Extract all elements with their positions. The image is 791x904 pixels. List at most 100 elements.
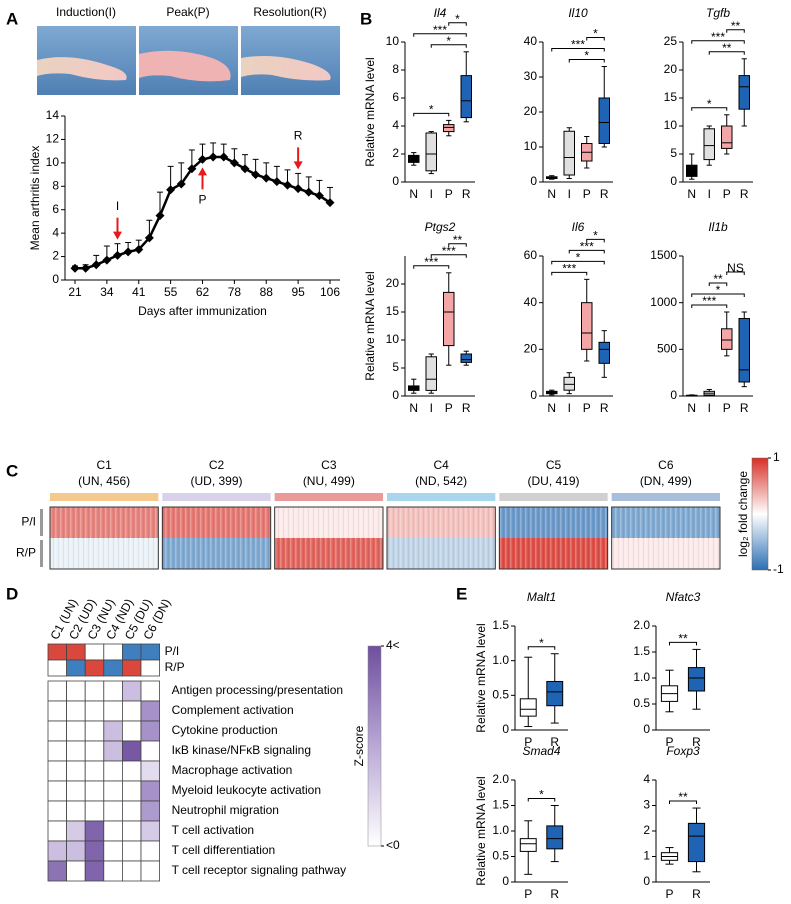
marker (283, 180, 292, 190)
x-tick-label: R (692, 735, 701, 749)
cluster-name: C4 (433, 458, 449, 472)
matrix-cell (84, 840, 105, 862)
chart-title: Malt1 (527, 590, 556, 604)
box (460, 75, 472, 119)
y-axis-label: Relative mRNA level (474, 776, 488, 885)
y-tick-label: 10 (46, 155, 60, 169)
matrix-cell (66, 700, 86, 722)
matrix-cell (84, 720, 105, 742)
significance-bracket (691, 107, 728, 111)
x-tick-label: 88 (260, 285, 274, 299)
y-tick-label: 0.5 (492, 849, 509, 863)
y-tick-label: 1500 (650, 248, 677, 262)
matrix-cell (140, 700, 161, 722)
colorbar-label: log₂ fold change (736, 471, 750, 557)
marker (155, 211, 165, 221)
x-tick-label: R (462, 401, 471, 415)
x-tick-label: R (462, 187, 471, 201)
significance-label: * (584, 49, 589, 63)
significance-bracket (691, 293, 745, 297)
y-tick-label: 0 (392, 388, 399, 402)
y-tick-label: 14 (46, 108, 60, 122)
direction-cell (47, 659, 68, 677)
significance-bracket (413, 33, 467, 37)
matrix-cell (84, 780, 105, 802)
significance-bracket (708, 51, 745, 55)
cluster-label: (DN, 499) (640, 474, 692, 488)
annotation-arrowhead (293, 161, 303, 170)
x-tick-label: R (550, 887, 559, 901)
significance-bracket (430, 44, 467, 48)
significance-bracket (726, 29, 745, 33)
box (443, 291, 455, 347)
cluster-name: C6 (658, 458, 674, 472)
x-tick-label: P (524, 887, 532, 901)
marker (293, 184, 303, 194)
cluster-bar (499, 493, 608, 501)
cluster-name: C1 (96, 458, 112, 472)
cluster-outline (611, 506, 721, 570)
box (443, 124, 455, 133)
x-tick-label: N (409, 187, 418, 201)
cluster-outline (498, 506, 609, 570)
marker (229, 158, 239, 168)
y-tick-label: 1.0 (492, 653, 509, 667)
box (460, 353, 472, 363)
matrix-cell (103, 780, 123, 802)
panel-label: C (6, 461, 18, 480)
significance-bracket (669, 800, 697, 805)
marker (81, 263, 91, 273)
x-tick-label: R (550, 735, 559, 749)
matrix-cell (47, 780, 68, 802)
matrix-cell (140, 720, 161, 742)
y-tick-label: 2 (52, 249, 59, 263)
y-tick-label: 0.5 (492, 688, 509, 702)
direction-cell (84, 643, 105, 661)
header-row-label: P/I (165, 644, 180, 658)
row-label: R/P (16, 546, 36, 560)
significance-label: *** (702, 294, 716, 308)
y-tick-label: 20 (524, 104, 538, 118)
x-tick-label: 41 (132, 285, 146, 299)
significance-label: *** (580, 240, 594, 254)
marker (198, 154, 207, 164)
row-label: Myeloid leukocyte activation (172, 783, 321, 797)
panel-label: A (6, 9, 18, 28)
x-tick-label: N (687, 401, 696, 415)
row-label: Macrophage activation (172, 763, 293, 777)
y-tick-label: 1.5 (492, 618, 509, 632)
cluster-bar (162, 493, 271, 501)
matrix-cell (47, 860, 68, 882)
cell-texture (387, 538, 496, 569)
x-tick-label: P (445, 187, 453, 201)
cell-texture (611, 507, 720, 538)
box (425, 132, 437, 172)
significance-bracket (551, 260, 605, 265)
y-tick-label: 12 (46, 132, 60, 146)
cell-texture (274, 507, 383, 538)
x-tick-label: 34 (100, 285, 114, 299)
annotation: P (198, 193, 206, 207)
direction-cell (122, 643, 142, 661)
significance-label: NS (727, 261, 744, 275)
colorbar-tick-label: 1 (773, 450, 780, 464)
marker (314, 191, 324, 201)
x-tick-label: 55 (164, 285, 178, 299)
x-tick-label: I (708, 187, 711, 201)
box (408, 385, 420, 391)
marker (70, 263, 80, 273)
marker (102, 255, 112, 265)
image-caption: Resolution(R) (253, 5, 326, 19)
significance-bracket (448, 22, 467, 26)
matrix-cell (140, 760, 161, 782)
marker (123, 247, 133, 257)
marker (251, 170, 261, 180)
x-tick-label: I (430, 401, 433, 415)
matrix-cell (103, 820, 123, 842)
x-tick-label: 21 (68, 285, 82, 299)
y-tick-label: 2.0 (633, 618, 650, 632)
x-tick-label: P (524, 735, 532, 749)
direction-cell (66, 643, 86, 661)
matrix-cell (84, 760, 105, 782)
significance-label: * (429, 103, 434, 117)
